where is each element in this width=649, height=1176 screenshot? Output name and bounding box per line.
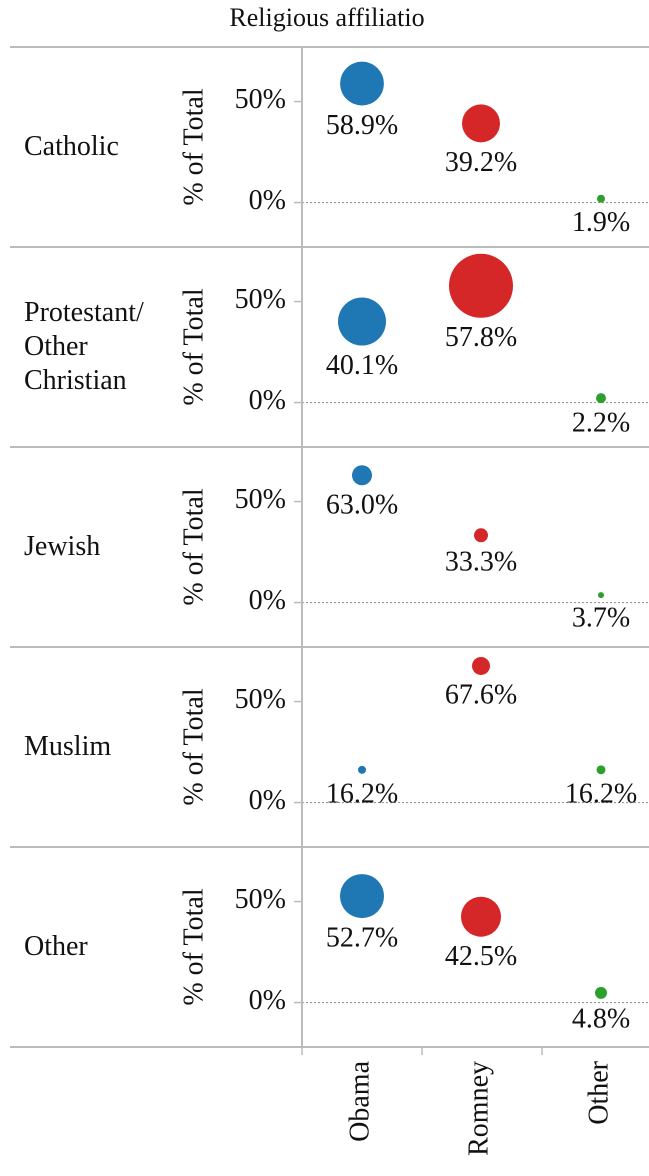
bubble: [596, 393, 606, 404]
value-label: 2.2%: [572, 408, 630, 439]
value-label: 67.6%: [445, 679, 517, 710]
bubble: [352, 465, 372, 486]
bubble: [595, 986, 607, 999]
y-tick-label: 0%: [249, 585, 286, 616]
value-label: 16.2%: [565, 779, 637, 810]
bubble: [340, 61, 384, 106]
bubble: [340, 874, 384, 919]
value-label: 1.9%: [572, 207, 630, 238]
y-tick-label: 50%: [235, 684, 286, 715]
row-label: Other: [24, 931, 88, 962]
y-axis-title: % of Total: [178, 488, 209, 605]
y-tick-label: 50%: [235, 284, 286, 315]
value-label: 40.1%: [326, 350, 398, 381]
bubble: [358, 765, 366, 774]
chart-title: Religious affiliatio: [229, 3, 424, 32]
y-tick-label: 0%: [249, 385, 286, 416]
y-axis-title: % of Total: [178, 88, 209, 205]
y-tick-label: 50%: [235, 484, 286, 515]
bubble: [598, 592, 604, 599]
x-tick-label: Other: [583, 1060, 614, 1124]
x-tick-label: Obama: [344, 1060, 375, 1141]
y-axis-title: % of Total: [178, 288, 209, 405]
y-axis-title: % of Total: [178, 888, 209, 1005]
value-label: 42.5%: [445, 941, 517, 972]
y-tick-label: 50%: [235, 84, 286, 115]
value-label: 33.3%: [445, 547, 517, 578]
value-label: 16.2%: [326, 778, 398, 809]
row-label: Muslim: [24, 731, 112, 762]
bubble: [461, 896, 501, 937]
y-tick-label: 0%: [249, 185, 286, 216]
bubble: [338, 297, 386, 346]
value-label: 4.8%: [572, 1003, 630, 1034]
row-label: Protestant/ Other Christian: [24, 297, 144, 396]
y-tick-label: 50%: [235, 884, 286, 915]
value-label: 52.7%: [326, 923, 398, 954]
y-tick-label: 0%: [249, 985, 286, 1016]
bubble: [462, 104, 500, 143]
value-label: 39.2%: [445, 147, 517, 178]
y-tick-label: 0%: [249, 785, 286, 816]
value-label: 3.7%: [572, 603, 630, 634]
value-label: 58.9%: [326, 110, 398, 141]
value-label: 63.0%: [326, 490, 398, 521]
value-label: 57.8%: [445, 322, 517, 353]
x-tick-label: Romney: [463, 1061, 494, 1156]
y-axis-title: % of Total: [178, 688, 209, 805]
bubble: [596, 765, 606, 775]
row-label: Catholic: [24, 131, 119, 162]
bubble: [449, 253, 513, 318]
bubble: [472, 656, 490, 675]
bubble: [597, 194, 605, 203]
bubble: [474, 528, 488, 543]
row-label: Jewish: [24, 531, 101, 562]
